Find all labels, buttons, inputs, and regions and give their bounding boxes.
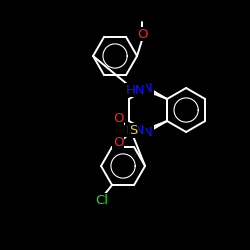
- Text: S: S: [129, 124, 137, 138]
- Text: N: N: [143, 126, 153, 138]
- Text: Cl: Cl: [96, 194, 108, 206]
- Text: HN: HN: [126, 84, 145, 96]
- Text: HN: HN: [126, 124, 145, 136]
- Text: O: O: [137, 28, 147, 40]
- Text: O: O: [113, 112, 123, 126]
- Text: O: O: [113, 136, 123, 149]
- Text: N: N: [143, 82, 153, 94]
